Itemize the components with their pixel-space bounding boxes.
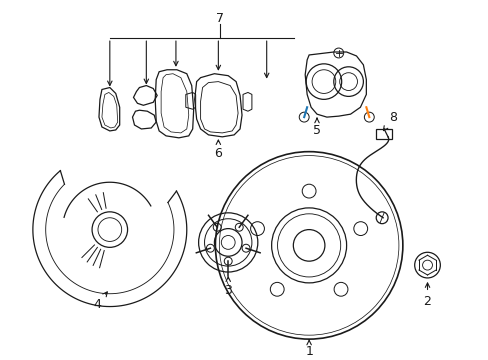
Text: 4: 4	[93, 292, 107, 311]
Text: 8: 8	[383, 111, 396, 131]
Text: 7: 7	[216, 12, 224, 25]
Text: 5: 5	[312, 118, 320, 138]
Text: 6: 6	[214, 140, 222, 160]
Bar	[375, 129, 391, 139]
Text: 3: 3	[224, 277, 232, 297]
Text: 1: 1	[305, 340, 312, 359]
Text: 2: 2	[423, 283, 430, 308]
